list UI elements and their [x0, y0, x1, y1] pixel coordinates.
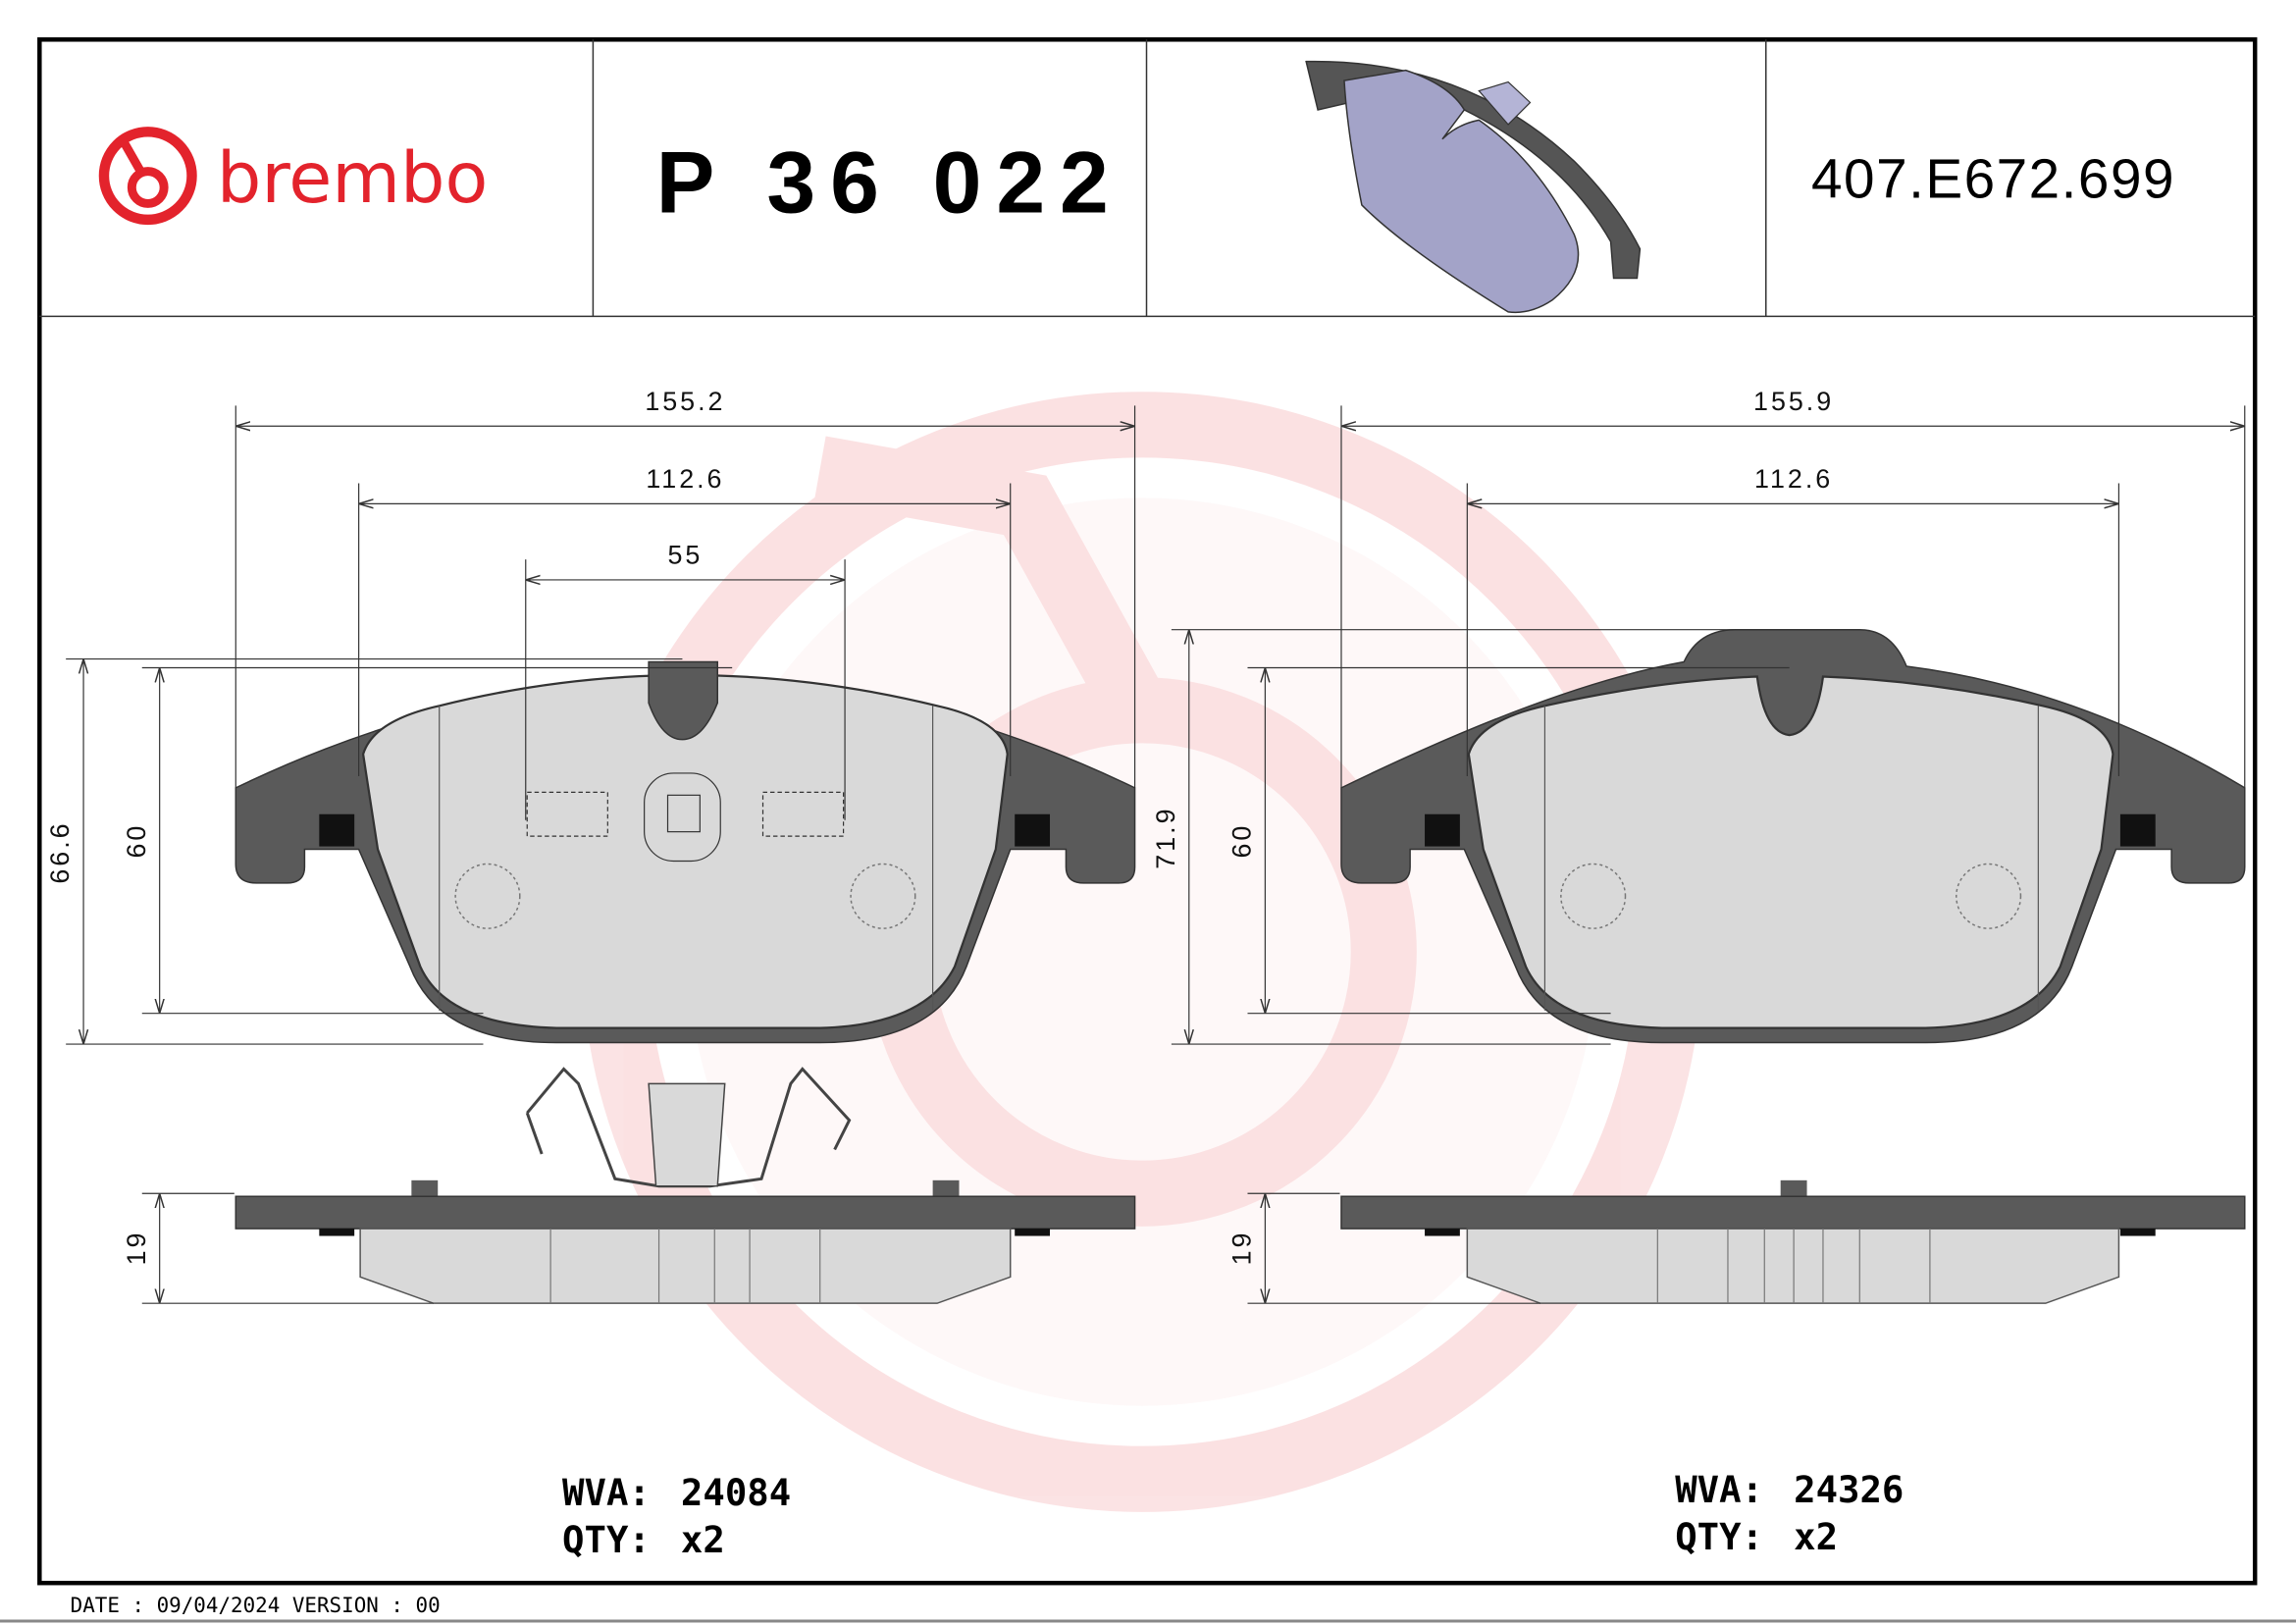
- dim-left-overall-height: 66.6: [45, 820, 75, 883]
- right-qty-label: QTY:: [1675, 1515, 1763, 1558]
- right-qty-value: x2: [1794, 1515, 1838, 1558]
- dim-left-clip-width: 55: [667, 541, 703, 570]
- left-pad-side-view: 19: [122, 1067, 1136, 1304]
- right-pad-dimensions: 155.9 112.6 71.9 60: [1151, 387, 2246, 1045]
- left-wva-value: 24084: [681, 1471, 791, 1514]
- dim-right-friction-height: 60: [1226, 823, 1256, 859]
- dim-right-overall-width: 155.9: [1753, 387, 1834, 416]
- left-pad-front-view: [235, 660, 1136, 1044]
- right-pad-info: WVA: 24326 QTY: x2: [1675, 1468, 1904, 1558]
- footer-date-version: DATE : 09/04/2024 VERSION : 00: [71, 1594, 441, 1617]
- dim-left-overall-width: 155.2: [645, 387, 725, 416]
- right-wva-label: WVA:: [1675, 1468, 1763, 1511]
- dim-left-inner-width: 112.6: [646, 464, 724, 494]
- dim-right-thickness: 19: [1226, 1231, 1256, 1266]
- right-pad-front-view: [1340, 628, 2246, 1044]
- product-code: P 36 022: [656, 132, 1123, 231]
- pad-3d-render: [1305, 60, 1642, 314]
- brand-name: brembo: [217, 137, 488, 219]
- left-pad-dimensions: 155.2 112.6 55 66.6 60: [45, 387, 1136, 1045]
- left-qty-value: x2: [681, 1518, 725, 1561]
- left-wva-label: WVA:: [562, 1471, 651, 1514]
- brembo-logo: brembo: [98, 127, 488, 226]
- dim-right-inner-width: 112.6: [1754, 464, 1833, 494]
- dim-left-thickness: 19: [122, 1231, 151, 1266]
- dim-left-friction-height: 60: [122, 823, 151, 859]
- part-number: 407.E672.699: [1811, 148, 2175, 210]
- left-pad-info: WVA: 24084 QTY: x2: [562, 1471, 791, 1561]
- right-wva-value: 24326: [1794, 1468, 1904, 1511]
- dim-right-overall-height: 71.9: [1151, 807, 1180, 869]
- right-pad-side-view: 19: [1226, 1179, 2246, 1304]
- left-qty-label: QTY:: [562, 1518, 651, 1561]
